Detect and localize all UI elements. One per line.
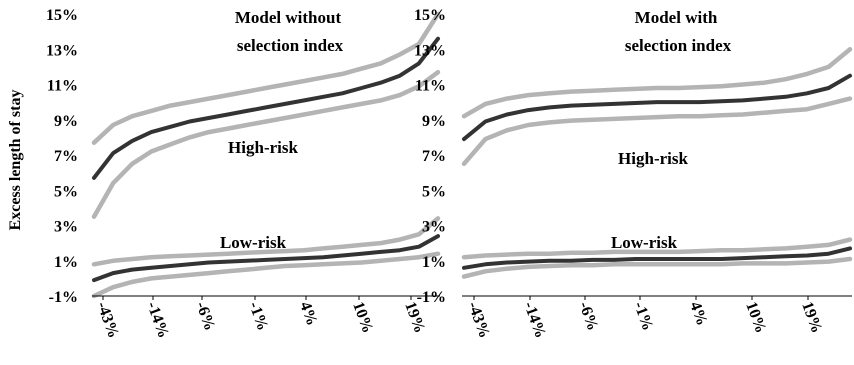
y-tick-label: 13% <box>414 42 446 59</box>
y-tick-label: 3% <box>54 219 78 236</box>
x-tick-label: -14% <box>520 300 549 341</box>
y-tick-label: 3% <box>422 219 446 236</box>
curves <box>91 11 441 299</box>
y-tick-label: 11% <box>415 78 446 95</box>
x-tick-label: -14% <box>143 300 172 341</box>
x-tick-label: -6% <box>575 300 601 333</box>
y-tick-label: 1% <box>422 254 446 271</box>
series-high-risk-lower <box>91 69 441 219</box>
y-tick-labels: 15% 13% 11% 9% 7% 5% 3% 1% -1% <box>46 7 78 306</box>
series-high-risk-lower <box>461 96 853 167</box>
x-tick-label: -1% <box>630 300 656 333</box>
annotation-low-risk: Low-risk <box>220 233 287 252</box>
series-low-risk-estimate <box>462 246 852 270</box>
x-tick-label: -43% <box>93 300 122 341</box>
series-low-risk-estimate <box>92 234 440 283</box>
x-tick-label: 4% <box>296 300 320 328</box>
x-axis: -43% -14% -6% -1% 4% 10% 19% <box>462 295 852 341</box>
panel-title-line-2: selection index <box>237 36 344 55</box>
panel-without-selection-index: Model without selection index 15% 13% 11% 9… <box>46 7 441 341</box>
annotation-low-risk: Low-risk <box>611 233 678 252</box>
series-high-risk-upper <box>91 11 441 145</box>
series-high-risk-estimate <box>462 73 852 142</box>
y-tick-label: 5% <box>422 183 446 200</box>
y-tick-label: 7% <box>422 148 446 165</box>
series-low-risk-lower <box>461 256 853 279</box>
y-tick-label: 15% <box>414 7 446 24</box>
y-tick-label: 9% <box>54 113 78 130</box>
series-low-risk-upper <box>461 237 853 260</box>
y-axis-label: Excess length of stay <box>7 90 24 231</box>
curves <box>461 47 853 279</box>
x-axis: -43% -14% -6% -1% 4% 10% 19% <box>92 295 440 341</box>
y-tick-label: 15% <box>46 7 78 24</box>
x-tick-label: 19% <box>798 300 825 336</box>
y-tick-label: 7% <box>54 148 78 165</box>
y-tick-labels: 15% 13% 11% 9% 7% 5% 3% 1% -1% <box>414 7 446 306</box>
x-tick-label: 10% <box>349 300 376 336</box>
x-tick-label: -1% <box>245 300 271 333</box>
annotation-high-risk: High-risk <box>228 138 298 157</box>
annotation-high-risk: High-risk <box>618 149 688 168</box>
x-tick-label: 4% <box>686 300 710 328</box>
panel-with-selection-index: Model with selection index 15% 13% 11% 9% 7%… <box>414 7 853 341</box>
x-tick-label: -6% <box>192 300 218 333</box>
x-tick-label: -43% <box>464 300 493 341</box>
panel-title-line-1: Model without <box>235 8 342 27</box>
series-low-risk-lower <box>91 251 441 299</box>
panel-title-line-2: selection index <box>625 36 732 55</box>
series-high-risk-estimate <box>92 36 440 180</box>
panel-title-line-1: Model with <box>635 8 718 27</box>
y-tick-label: 1% <box>54 254 78 271</box>
x-tick-label: 10% <box>742 300 769 336</box>
y-tick-label: 5% <box>54 183 78 200</box>
y-tick-label: 11% <box>47 78 78 95</box>
series-high-risk-upper <box>461 47 853 119</box>
y-tick-label: -1% <box>417 289 446 306</box>
series-low-risk-upper <box>91 216 441 267</box>
y-tick-label: -1% <box>49 289 78 306</box>
y-tick-label: 9% <box>422 113 446 130</box>
y-tick-label: 13% <box>46 42 78 59</box>
